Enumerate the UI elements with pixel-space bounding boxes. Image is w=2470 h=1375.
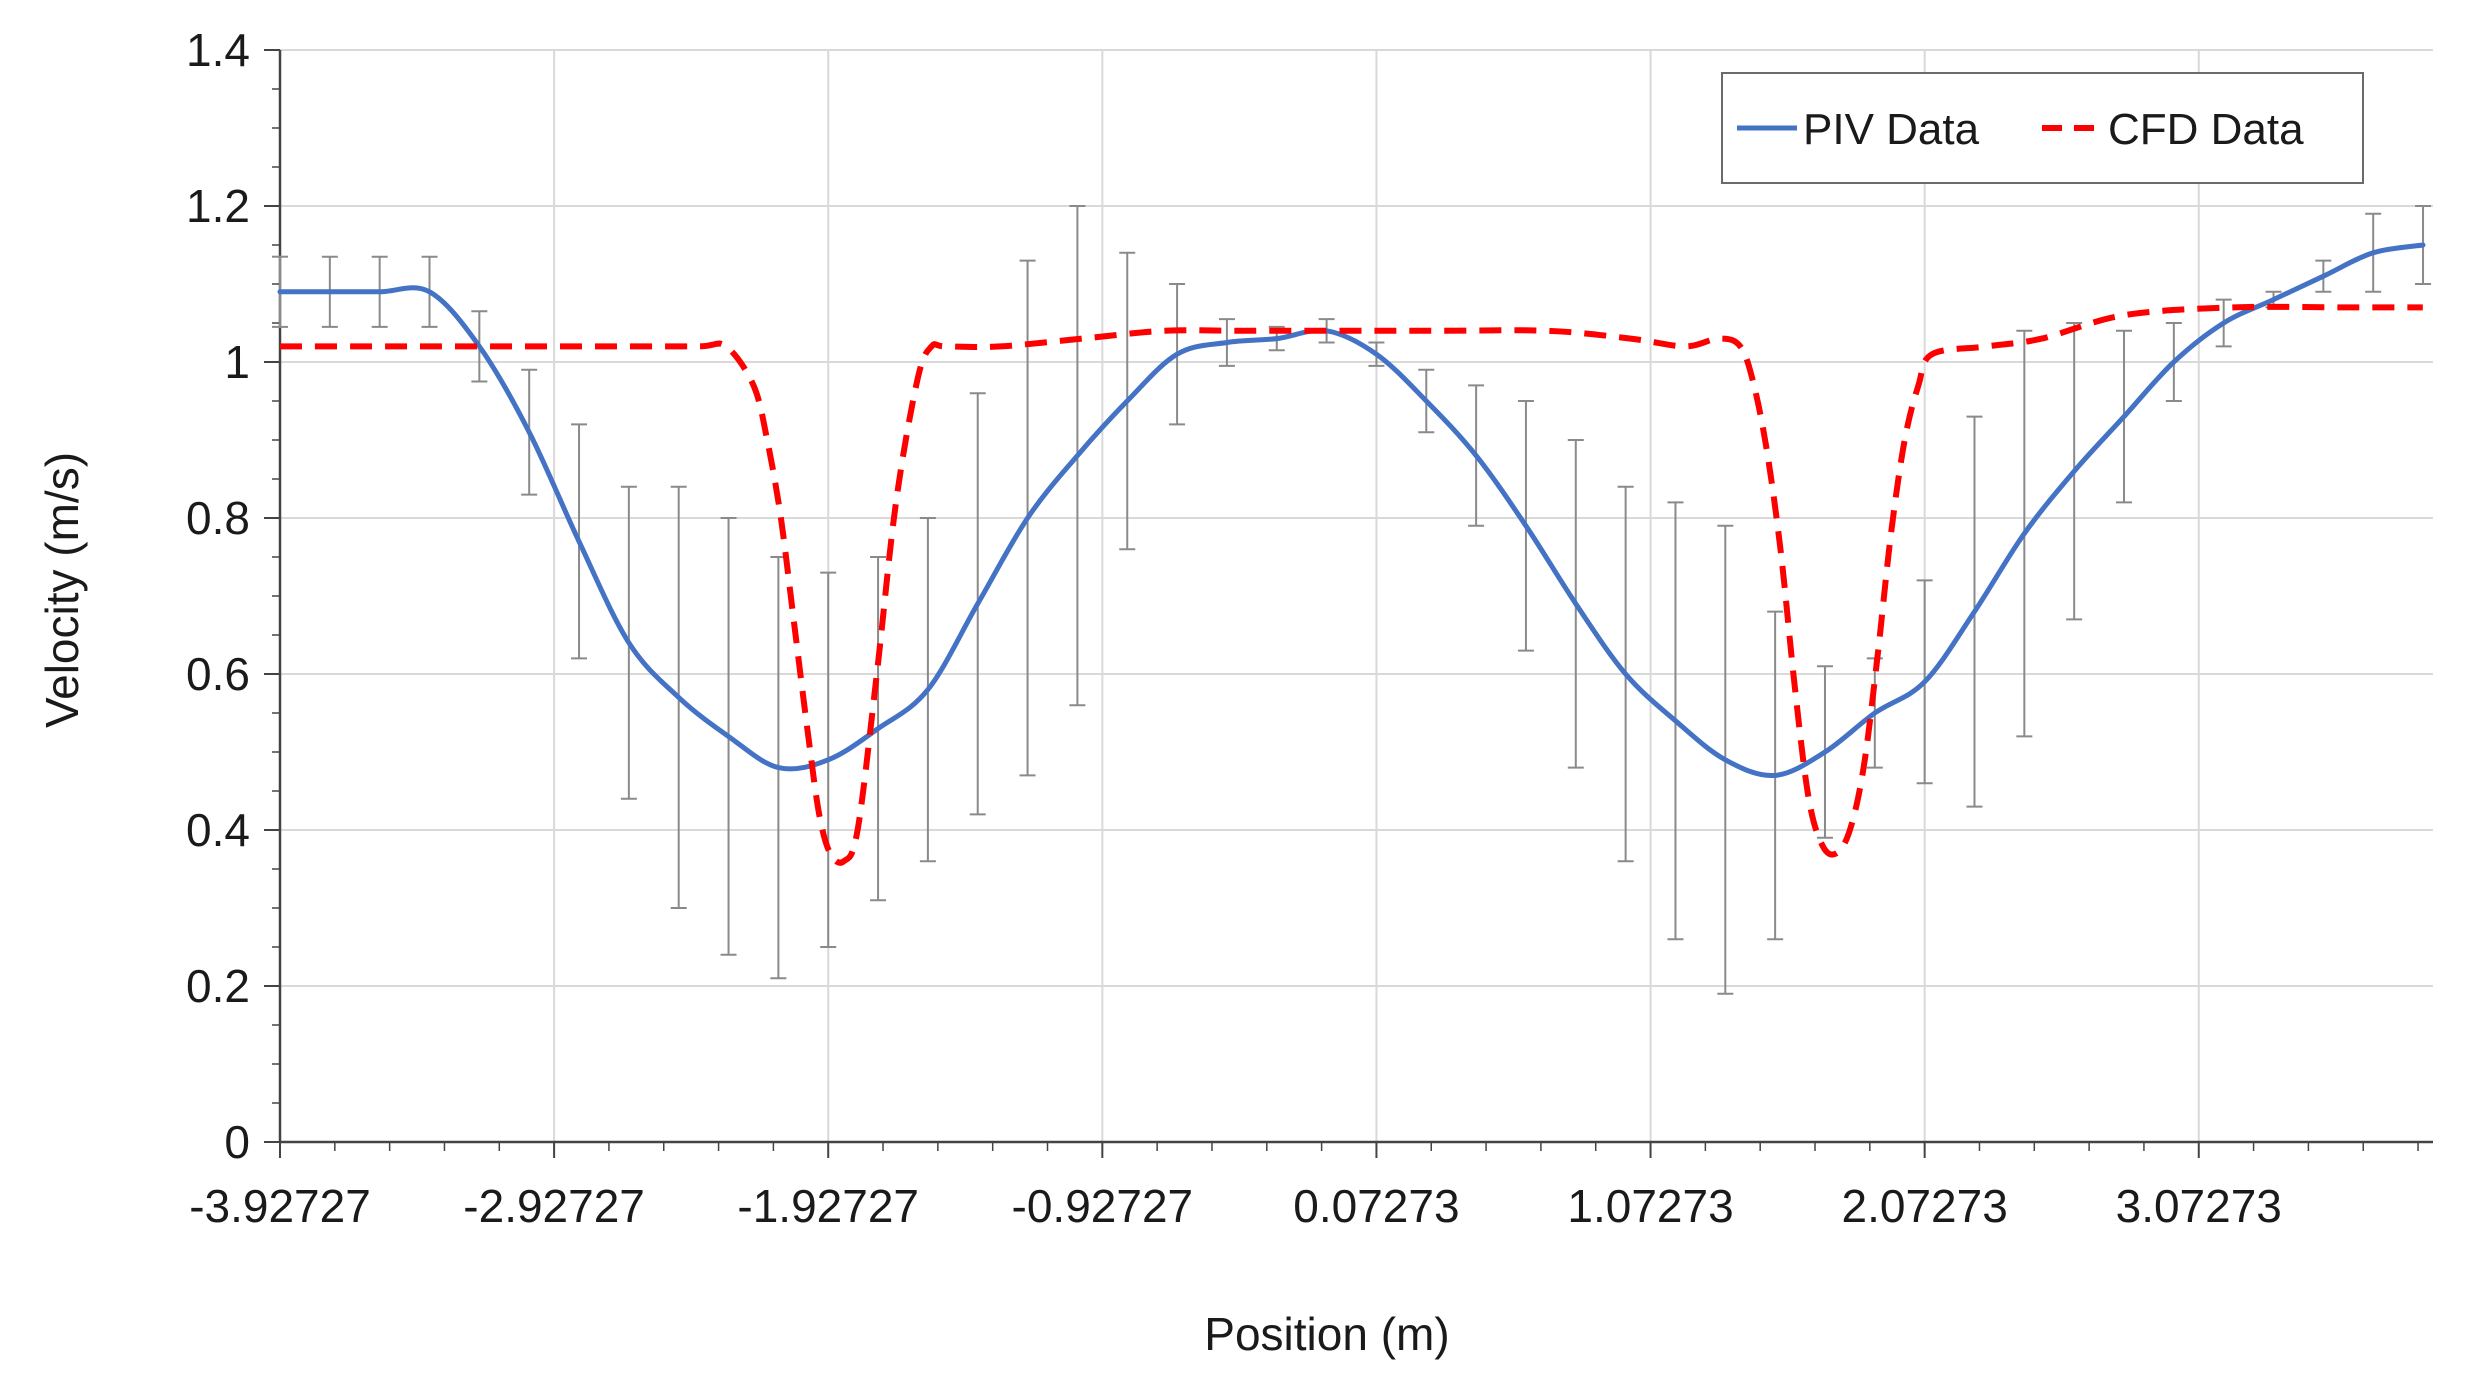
y-tick-label: 0 [224,1116,250,1168]
y-tick-label: 0.4 [186,804,250,856]
x-axis-title: Position (m) [1204,1308,1449,1360]
piv-data-line [277,242,2426,778]
x-tick-label: -3.92727 [189,1180,371,1232]
x-tick-label: 3.07273 [2116,1180,2282,1232]
y-axis-title: Velocity (m/s) [36,452,88,728]
y-tick-label: 0.8 [186,492,250,544]
axes [264,49,2433,1158]
legend: PIV Data CFD Data [1721,72,2364,184]
y-tick-label: 1.4 [186,24,250,76]
x-tick-label: -2.92727 [463,1180,645,1232]
y-tick-label: 1.2 [186,180,250,232]
tick-labels: 0 0.2 0.4 0.6 0.8 1 1.2 1.4 -3.92727 -2.92727 -1.9… [186,24,2282,1232]
cfd-data-line [280,303,2423,866]
x-tick-label: 2.07273 [1842,1180,2008,1232]
x-tick-label: 1.07273 [1567,1180,1733,1232]
x-tick-label: -0.92727 [1012,1180,1194,1232]
y-tick-label: 0.6 [186,648,250,700]
legend-cfd-label: CFD Data [2108,105,2304,154]
data-series [277,242,2426,866]
x-tick-label: -1.92727 [737,1180,919,1232]
y-tick-label: 0.2 [186,960,250,1012]
y-tick-label: 1 [224,336,250,388]
grid-lines [280,49,2433,1142]
x-tick-label: 0.07273 [1293,1180,1459,1232]
legend-piv-label: PIV Data [1803,105,1980,154]
